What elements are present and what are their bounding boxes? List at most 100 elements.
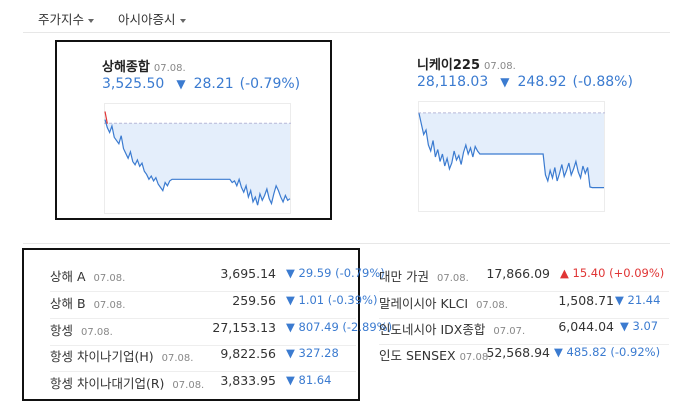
list-item[interactable]: 상해 B 07.08. 259.56 ▼ 1.01 (-0.39%) — [50, 293, 377, 319]
list-item-date: 07.08. — [93, 273, 126, 284]
list-item-name: 대만 가권 — [379, 269, 429, 284]
index-line-chart[interactable] — [104, 103, 291, 214]
change-percent: (-0.79%) — [335, 266, 385, 280]
list-item[interactable]: 상해 A 07.08. 3,695.14 ▼ 29.59 (-0.79%) — [50, 266, 385, 292]
index-quote: 28,118.03 ▼ 248.92 (-0.88%) — [417, 74, 633, 90]
divider — [23, 243, 670, 244]
list-item-value: 259.56 — [232, 293, 276, 308]
index-date: 07.08. — [484, 61, 516, 72]
chart-frame — [418, 101, 605, 212]
change-percent: (-0.39%) — [327, 293, 378, 307]
series-line-up-segment — [104, 111, 108, 124]
list-item-name: 항셍 차이나대기업(R) — [50, 376, 165, 391]
change-percent: (-0.92%) — [610, 345, 661, 359]
list-item[interactable]: 말레이시아 KLCI 07.08. 1,508.71 ▼ 21.44 — [379, 293, 669, 319]
index-value: 28,118.03 — [417, 74, 489, 90]
index-percent: (-0.88%) — [572, 74, 633, 90]
list-item-change: ▼ 807.49 (-2.89%) — [286, 320, 392, 334]
up-arrow-icon: ▲ — [560, 266, 569, 280]
list-item-date: 07.08. — [161, 353, 194, 364]
down-arrow-icon: ▼ — [286, 266, 295, 280]
change-percent: (-2.89%) — [342, 320, 393, 334]
list-item-date: 07.07. — [493, 326, 526, 337]
change-value: 81.64 — [298, 373, 332, 387]
index-name-label: 상해종합 — [102, 60, 150, 75]
list-item-change: ▼ 1.01 (-0.39%) — [286, 293, 377, 307]
list-item-name: 상해 A — [50, 269, 86, 284]
list-item-change: ▼ 3.07 — [620, 319, 658, 333]
list-item-date: 07.08. — [476, 300, 508, 311]
down-arrow-icon: ▼ — [615, 293, 624, 307]
down-arrow-icon: ▼ — [286, 320, 295, 334]
index-name[interactable]: 상해종합 07.08. — [102, 56, 186, 75]
index-change: 248.92 — [517, 74, 567, 90]
chart-frame — [104, 103, 291, 214]
divider — [379, 291, 669, 292]
change-value: 1.01 — [298, 293, 325, 307]
list-item[interactable]: 대만 가권 07.08. 17,866.09 ▲ 15.40 (+0.09%) — [379, 266, 669, 292]
list-item[interactable]: 항셍 07.08. 27,153.13 ▼ 807.49 (-2.89%) — [50, 320, 392, 346]
list-item-value: 52,568.94 — [486, 345, 550, 360]
change-value: 327.28 — [298, 346, 339, 360]
chart-area — [419, 112, 604, 188]
list-item-change: ▲ 15.40 (+0.09%) — [560, 266, 664, 280]
list-item-value: 6,044.04 — [558, 319, 614, 334]
change-value: 807.49 — [298, 320, 339, 334]
list-item-date: 07.08. — [81, 327, 113, 338]
list-item-value: 1,508.71 — [558, 293, 614, 308]
index-card-shanghai[interactable]: 상해종합 07.08. 3,525.50 ▼ 28.21 (-0.79%) — [55, 40, 332, 220]
change-value: 21.44 — [627, 293, 661, 307]
down-arrow-icon: ▼ — [500, 75, 510, 89]
list-item-value: 27,153.13 — [212, 320, 276, 335]
tab-label: 아시아증시 — [118, 12, 176, 27]
series-line — [418, 113, 604, 189]
change-percent: (+0.09%) — [609, 266, 665, 280]
list-item-name: 항셍 차이나기업(H) — [50, 349, 154, 364]
list-item[interactable]: 인도네시아 IDX종합 07.07. 6,044.04 ▼ 3.07 — [379, 319, 669, 345]
list-item-value: 17,866.09 — [486, 266, 550, 281]
down-arrow-icon: ▼ — [286, 373, 295, 387]
list-item-value: 3,833.95 — [220, 373, 276, 388]
down-arrow-icon: ▼ — [554, 345, 563, 359]
list-item-change: ▼ 327.28 — [286, 346, 339, 360]
tab-asia-market-dropdown[interactable]: 아시아증시 — [118, 9, 186, 28]
change-value: 3.07 — [632, 319, 659, 333]
index-card-nikkei[interactable]: 니케이225 07.08. 28,118.03 ▼ 248.92 (-0.88%) — [372, 40, 649, 220]
divider — [50, 318, 356, 319]
list-item-change: ▼ 485.82 (-0.92%) — [554, 345, 660, 359]
divider — [379, 318, 669, 319]
list-item-change: ▼ 29.59 (-0.79%) — [286, 266, 385, 280]
index-name[interactable]: 니케이225 07.08. — [417, 54, 516, 73]
divider — [50, 371, 356, 372]
list-item-date: 07.08. — [436, 273, 469, 284]
index-name-label: 니케이225 — [417, 58, 481, 73]
change-value: 15.40 — [572, 266, 606, 280]
index-change: 28.21 — [193, 76, 234, 92]
list-item-change: ▼ 81.64 — [286, 373, 331, 387]
index-quote: 3,525.50 ▼ 28.21 (-0.79%) — [102, 76, 300, 92]
list-item[interactable]: 항셍 차이나대기업(R) 07.08. 3,833.95 ▼ 81.64 — [50, 373, 356, 399]
list-item-change: ▼ 21.44 — [615, 293, 660, 307]
list-item[interactable]: 항셍 차이나기업(H) 07.08. 9,822.56 ▼ 327.28 — [50, 346, 356, 372]
list-item-value: 3,695.14 — [220, 266, 276, 281]
chevron-down-icon — [179, 18, 186, 23]
list-item-date: 07.08. — [459, 352, 492, 363]
change-value: 29.59 — [298, 266, 332, 280]
asia-index-list-left: 상해 A 07.08. 3,695.14 ▼ 29.59 (-0.79%) 상해 … — [22, 248, 392, 401]
tab-label: 주가지수 — [38, 12, 85, 27]
tab-stock-index-dropdown[interactable]: 주가지수 — [38, 9, 95, 28]
divider — [50, 291, 356, 292]
list-item-name: 인도네시아 IDX종합 — [379, 322, 486, 337]
list-item-date: 07.08. — [93, 300, 126, 311]
index-percent: (-0.79%) — [239, 76, 301, 92]
index-line-chart[interactable] — [418, 101, 605, 212]
list-item[interactable]: 인도 SENSEX 07.08. 52,568.94 ▼ 485.82 (-0.9… — [379, 345, 669, 371]
index-date: 07.08. — [153, 63, 186, 74]
chevron-down-icon — [88, 18, 95, 23]
list-item-value: 9,822.56 — [220, 346, 276, 361]
series-line — [104, 119, 291, 206]
index-value: 3,525.50 — [102, 76, 165, 92]
index-tabs: 주가지수 아시아증시 — [0, 0, 693, 34]
list-item-name: 항셍 — [50, 323, 74, 338]
divider — [379, 344, 669, 345]
